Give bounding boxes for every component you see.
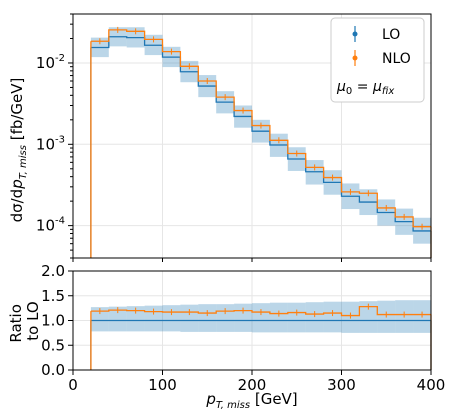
- ratio-y-tick-label-3: 1.5: [41, 287, 65, 305]
- ratio-lo-band-bin-0: [90, 307, 109, 332]
- ratio-lo-band-bin-13: [323, 301, 342, 333]
- legend-nlo-label: NLO: [382, 51, 411, 67]
- ratio-lo-band-bin-2: [126, 306, 145, 332]
- main-lo-step-line: [90, 36, 431, 232]
- ratio-nlo-step-line: [90, 305, 431, 317]
- legend-nlo-marker: [352, 55, 358, 61]
- ratio-x-tick-label-4: 400: [417, 376, 446, 394]
- ratio-x-tick-label-1: 100: [148, 376, 177, 394]
- x-axis-label: pT, miss [GeV]: [205, 390, 297, 411]
- ratio-y-tick-label-4: 2.0: [41, 262, 65, 280]
- ratio-lo-band-bin-1: [108, 306, 127, 332]
- ratio-lo-band-bin-12: [305, 302, 324, 333]
- main-y-axis-label: dσ/dpT, miss [fb/GeV]: [8, 78, 29, 223]
- legend-lo-label: LO: [382, 27, 400, 43]
- ratio-lo-band-bin-10: [269, 302, 288, 333]
- legend: LO NLO μ0 = μfix: [330, 17, 425, 103]
- ratio-lo-band-bin-11: [287, 302, 306, 333]
- ratio-x-tick-label-0: 0: [68, 376, 78, 394]
- main-nlo-step-line: [90, 29, 431, 228]
- ratio-lo-band-bin-6: [198, 304, 217, 332]
- main-y-tick-label-2: 10-4: [36, 216, 65, 235]
- ratio-lo-band-bin-5: [180, 304, 199, 332]
- legend-entry-lo: LO: [352, 26, 400, 43]
- ratio-panel: 0.0 0.5 1.0 1.5 2.0 0 100 200 300 400: [41, 262, 445, 394]
- legend-lo-marker: [352, 31, 358, 37]
- ratio-y-tick-label-2: 1.0: [41, 312, 65, 330]
- ratio-x-tick-label-3: 300: [327, 376, 356, 394]
- ratio-lo-band-bin-15: [359, 301, 378, 333]
- ratio-lo-band-bin-9: [252, 303, 270, 333]
- legend-box: [330, 17, 425, 103]
- ratio-y-tick-label-0: 0.0: [41, 361, 65, 379]
- ratio-x-tick-label-2: 200: [238, 376, 267, 394]
- main-y-tick-label-1: 10-3: [36, 134, 65, 153]
- legend-entry-nlo: NLO: [352, 50, 411, 67]
- main-y-tick-label-0: 10-2: [36, 53, 65, 72]
- ratio-y-tick-label-1: 0.5: [41, 336, 65, 354]
- ratio-y-axis-label: Ratio to LO: [7, 299, 42, 342]
- legend-scale-note: μ0 = μfix: [336, 79, 394, 97]
- main-panel: 10-2 10-3 10-4: [36, 13, 432, 262]
